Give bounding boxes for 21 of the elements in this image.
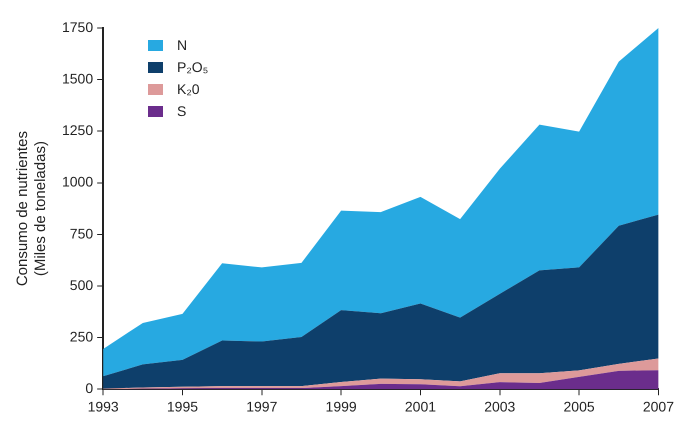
x-tick-label: 1997 (246, 398, 278, 414)
y-tick-label: 1250 (62, 122, 94, 138)
y-axis-title: Consumo de nutrientes (Miles de toneladas) (14, 131, 50, 286)
y-tick-label: 500 (70, 276, 94, 293)
legend-label: K₂0 (177, 81, 200, 97)
y-tick-label: 1750 (62, 18, 94, 35)
y-tick-label: 750 (70, 225, 94, 242)
legend-label: P₂O₅ (177, 59, 208, 75)
x-tick-label: 1993 (88, 398, 119, 414)
y-tick-label: 1500 (62, 70, 94, 86)
x-tick-label: 2007 (642, 398, 674, 414)
x-tick-label: 2005 (564, 398, 595, 414)
legend-label: N (177, 37, 188, 53)
x-tick-label: 1999 (326, 398, 357, 414)
x-tick-label: 2003 (484, 398, 516, 414)
y-tick-label: 250 (70, 328, 94, 344)
x-tick-label: 1995 (166, 398, 198, 414)
y-tick-label: 1000 (62, 174, 94, 190)
legend-label: S (177, 103, 186, 119)
y-tick-label: 0 (85, 380, 94, 396)
x-tick-label: 2001 (404, 398, 436, 414)
